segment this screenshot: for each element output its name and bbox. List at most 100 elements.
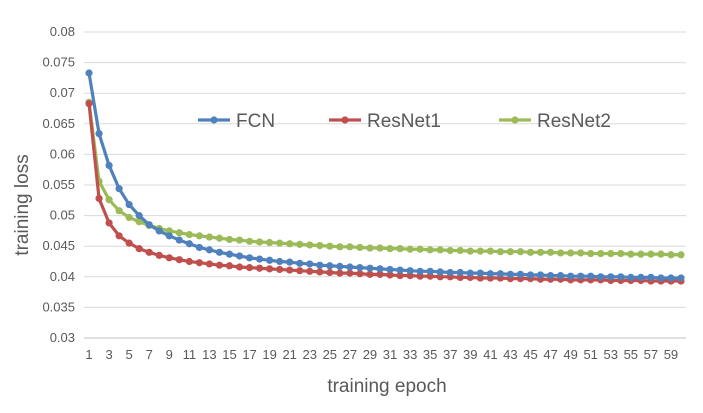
data-point <box>145 221 153 229</box>
data-point <box>356 264 364 272</box>
data-point <box>617 273 625 281</box>
data-point <box>205 246 214 254</box>
legend-item: FCN <box>198 111 275 132</box>
data-point <box>567 272 575 280</box>
x-tick-label: 13 <box>202 347 216 362</box>
data-point <box>587 249 595 258</box>
data-point <box>266 238 274 247</box>
data-point <box>597 273 605 281</box>
y-tick-label: 0.065 <box>42 116 75 131</box>
data-point <box>125 200 133 209</box>
data-point <box>245 237 254 245</box>
y-tick-label: 0.04 <box>50 269 75 284</box>
data-point <box>245 254 254 262</box>
data-point <box>235 263 244 271</box>
data-point <box>486 270 494 278</box>
data-point <box>235 252 244 260</box>
y-tick-label: 0.055 <box>42 177 75 192</box>
data-point <box>195 259 203 267</box>
data-point <box>155 251 163 259</box>
x-tick-label: 37 <box>443 347 457 362</box>
data-point <box>536 248 545 256</box>
data-point <box>135 212 143 220</box>
x-tick-label: 29 <box>363 347 377 362</box>
data-point <box>245 264 254 272</box>
data-point <box>647 273 655 282</box>
data-point <box>185 257 193 266</box>
data-point <box>607 249 615 258</box>
data-point <box>376 244 384 252</box>
gridlines <box>84 31 686 339</box>
x-tick-label: 9 <box>166 347 173 362</box>
x-tick-label: 25 <box>323 347 337 362</box>
data-point <box>637 273 645 282</box>
data-point <box>667 251 675 259</box>
data-point <box>506 248 515 256</box>
data-point <box>637 250 645 258</box>
data-point <box>677 251 685 259</box>
data-point <box>105 219 113 227</box>
legend-marker <box>341 116 349 124</box>
data-point <box>426 267 434 275</box>
data-point <box>366 244 374 252</box>
data-point <box>677 274 685 282</box>
data-point <box>396 245 404 253</box>
data-point <box>225 235 234 244</box>
data-point <box>406 245 414 253</box>
data-point <box>316 268 324 276</box>
data-point <box>617 249 625 258</box>
y-tick-label: 0.075 <box>42 55 75 70</box>
data-point <box>85 100 93 108</box>
x-tick-label: 41 <box>483 347 497 362</box>
data-point <box>215 248 224 256</box>
data-point <box>446 246 454 255</box>
data-point <box>286 266 294 274</box>
data-point <box>255 255 264 263</box>
data-point <box>205 260 214 268</box>
data-point <box>556 271 565 280</box>
data-point <box>175 236 183 244</box>
data-point <box>486 247 494 255</box>
legend-label: FCN <box>236 111 275 132</box>
data-point <box>667 274 675 282</box>
x-tick-label: 1 <box>85 347 92 362</box>
x-tick-label: 43 <box>503 347 517 362</box>
data-point <box>115 185 123 193</box>
data-point <box>95 129 103 138</box>
data-point <box>406 267 414 275</box>
data-point <box>115 207 123 215</box>
data-point <box>386 271 394 279</box>
data-point <box>306 267 314 275</box>
y-tick-label: 0.045 <box>42 238 75 253</box>
data-point <box>466 247 474 255</box>
data-point <box>276 257 284 266</box>
data-point <box>416 267 424 275</box>
data-point <box>647 250 655 258</box>
data-point <box>396 271 404 280</box>
data-point <box>286 240 294 248</box>
data-point <box>546 248 555 256</box>
x-tick-label: 23 <box>303 347 317 362</box>
data-point <box>476 269 484 277</box>
y-tick-label: 0.07 <box>50 85 75 100</box>
x-tick-label: 3 <box>105 347 112 362</box>
data-point <box>336 269 344 277</box>
data-point <box>125 213 133 222</box>
data-point <box>346 243 354 251</box>
data-point <box>386 245 394 253</box>
data-point <box>396 266 404 274</box>
y-tick-label: 0.05 <box>50 208 75 223</box>
data-point <box>266 256 274 264</box>
data-point <box>376 270 384 278</box>
legend-item: ResNet1 <box>329 111 441 132</box>
data-point <box>436 246 444 254</box>
data-point <box>546 271 555 280</box>
data-point <box>135 245 143 253</box>
data-point <box>516 248 525 256</box>
x-axis-title: training epoch <box>327 376 446 397</box>
y-tick-label: 0.06 <box>50 146 75 161</box>
data-point <box>255 238 264 246</box>
data-point <box>577 272 585 280</box>
y-tick-label: 0.08 <box>50 24 75 39</box>
x-tick-label: 49 <box>563 347 577 362</box>
